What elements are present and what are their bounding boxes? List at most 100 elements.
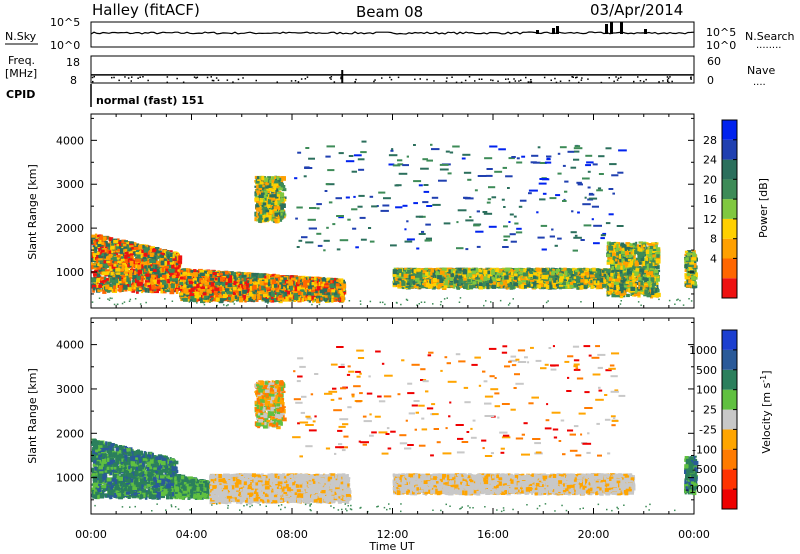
data-cell: [157, 280, 160, 284]
data-cell: [109, 254, 113, 258]
power-heatmap: [91, 141, 698, 307]
data-cell: [301, 277, 305, 279]
nave-dot: [668, 78, 670, 80]
data-cell: [225, 271, 229, 275]
data-cell: [328, 281, 330, 283]
nave-dot: [637, 76, 639, 78]
data-cell: [93, 287, 96, 290]
data-cell: [141, 250, 143, 254]
nave-dot: [142, 76, 144, 78]
data-cell: [177, 253, 179, 255]
data-cell: [131, 247, 134, 250]
data-cell: [320, 297, 322, 300]
nave-dot: [530, 81, 532, 83]
nave-dot: [137, 78, 139, 80]
freq-tick-low: 8: [70, 74, 77, 87]
data-cell: [97, 244, 101, 247]
nave-dot: [520, 80, 522, 82]
data-cell: [150, 253, 154, 257]
data-cell: [164, 259, 167, 261]
data-cell: [105, 285, 109, 290]
data-cell: [137, 282, 141, 286]
data-cell: [130, 261, 134, 266]
data-cell: [331, 298, 333, 302]
data-cell: [91, 265, 93, 270]
noise-spike: [644, 29, 647, 34]
data-cell: [143, 257, 147, 259]
data-cell: [228, 278, 232, 283]
data-cell: [211, 298, 214, 301]
data-cell: [244, 277, 247, 281]
data-cell: [219, 298, 224, 301]
nave-dot: [615, 76, 617, 78]
data-cell: [308, 296, 312, 300]
data-cell: [160, 289, 163, 293]
data-cell: [102, 272, 106, 275]
data-cell: [203, 292, 207, 295]
nave-dot: [528, 81, 530, 83]
data-cell: [237, 280, 240, 282]
data-cell: [144, 265, 147, 269]
nave-dot: [381, 77, 383, 79]
data-cell: [149, 271, 152, 274]
data-cell: [314, 277, 317, 280]
data-cell: [279, 295, 283, 298]
data-cell: [268, 282, 270, 286]
noise-right-tick-low: 10^0: [706, 39, 736, 52]
nave-dot: [232, 81, 234, 83]
data-cell: [123, 285, 127, 290]
data-cell: [263, 294, 267, 297]
data-cell: [341, 283, 343, 285]
nave-dot: [92, 81, 94, 83]
data-cell: [95, 234, 97, 237]
data-cell: [298, 291, 302, 295]
noise-trace: [91, 22, 694, 34]
nave-dot: [633, 81, 635, 83]
data-cell: [314, 281, 317, 285]
data-cell: [290, 286, 293, 291]
nave-dot: [525, 77, 527, 79]
data-cell: [315, 291, 318, 294]
data-cell: [242, 275, 246, 278]
noise-spike: [620, 22, 623, 34]
nave-dot: [128, 77, 129, 79]
data-cell: [274, 284, 277, 288]
data-cell: [286, 281, 291, 283]
nave-dot: [481, 79, 483, 81]
data-cell: [155, 265, 158, 270]
data-cell: [104, 260, 107, 263]
nave-dot: [305, 78, 307, 80]
nave-dot: [301, 78, 303, 80]
data-cell: [141, 282, 143, 284]
data-cell: [211, 282, 215, 286]
data-cell: [307, 293, 312, 296]
freq-panel-frame: [91, 56, 694, 83]
nsky-label: N.Sky: [5, 30, 37, 43]
data-cell: [213, 272, 217, 275]
data-cell: [189, 281, 193, 284]
data-cell: [109, 266, 111, 269]
data-cell: [218, 277, 220, 282]
noise-line: [91, 32, 694, 34]
nave-dot: [667, 79, 669, 81]
nave-dot: [446, 77, 448, 79]
nave-dot: [551, 80, 553, 82]
data-cell: [120, 285, 123, 290]
data-cell: [122, 265, 125, 270]
nave-dot: [216, 77, 218, 79]
data-cell: [149, 259, 153, 263]
data-cell: [148, 289, 150, 293]
data-cell: [97, 268, 101, 270]
data-cell: [150, 248, 152, 252]
data-cell: [238, 285, 240, 287]
data-cell: [117, 249, 120, 252]
data-cell: [153, 277, 155, 280]
data-cell: [132, 280, 136, 282]
nave-dot: [167, 76, 169, 78]
data-cell: [215, 288, 220, 291]
nave-dot: [433, 80, 435, 82]
data-cell: [117, 255, 121, 257]
data-cell: [141, 276, 144, 279]
freq-trace: [91, 70, 694, 83]
